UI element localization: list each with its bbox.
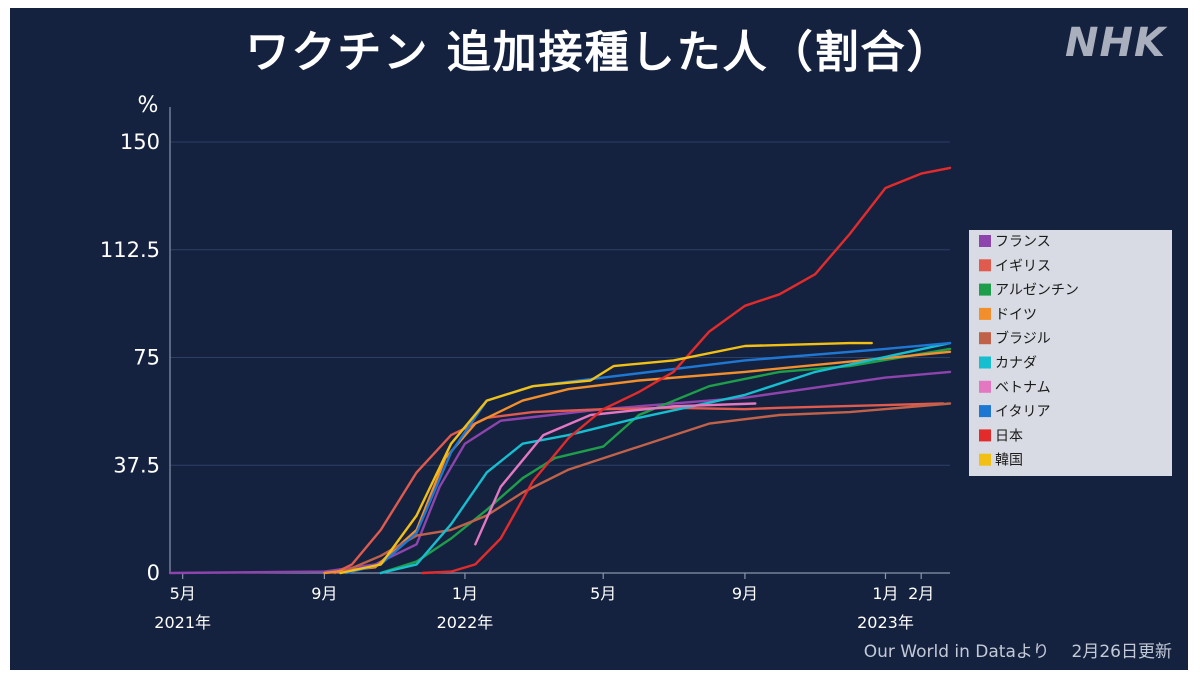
x-year-label: 2021年 — [154, 613, 211, 632]
series-line — [168, 370, 952, 575]
x-tick-label: 9月 — [732, 584, 758, 603]
legend-label: カナダ — [995, 356, 1037, 372]
legend-swatch — [979, 235, 991, 247]
update-label: 2月26日更新 — [1071, 642, 1172, 662]
legend-swatch — [979, 453, 991, 466]
source-note: Our World in Dataより 2月26日更新 — [864, 637, 1172, 662]
x-tick-label: 5月 — [170, 584, 196, 603]
legend-swatch — [979, 307, 991, 320]
source-label: Our World in Dataより — [863, 642, 1050, 662]
series-line — [333, 402, 945, 575]
legend-label: アルゼンチン — [995, 283, 1079, 299]
series-line — [379, 347, 952, 575]
y-tick-label: 112.5 — [100, 238, 160, 262]
legend-label: 韓国 — [995, 453, 1023, 469]
x-year-label: 2023年 — [857, 613, 914, 632]
series-line — [474, 402, 757, 546]
series-line — [379, 341, 952, 575]
chart-title: ワクチン 追加接種した人（割合） — [245, 27, 953, 78]
legend-swatch — [979, 356, 991, 369]
legend-label: フランス — [995, 234, 1051, 250]
x-tick-label: 2月 — [908, 584, 934, 603]
y-tick-label: 37.5 — [113, 453, 160, 477]
y-tick-label: 150 — [120, 130, 160, 154]
legend-label: イギリス — [995, 258, 1051, 274]
series-line — [339, 341, 873, 575]
legend-swatch — [979, 405, 991, 418]
x-year-label: 2022年 — [437, 613, 494, 632]
nhk-logo: NHK — [1065, 20, 1166, 66]
x-tick-label: 1月 — [452, 584, 478, 603]
legend-swatch — [979, 332, 991, 345]
legend-label: ドイツ — [995, 307, 1037, 323]
legend-label: ブラジル — [995, 330, 1051, 347]
x-tick-label: 9月 — [311, 584, 337, 603]
y-tick-label: 0 — [147, 561, 160, 585]
series-line — [345, 341, 952, 575]
y-unit-label: % — [138, 93, 159, 118]
legend-swatch — [979, 380, 991, 393]
legend-label: 日本 — [995, 428, 1023, 444]
legend-swatch — [979, 259, 991, 272]
legend-swatch — [979, 429, 991, 442]
x-tick-label: 1月 — [872, 584, 898, 603]
legend-label: イタリア — [995, 404, 1050, 420]
legend-swatch — [979, 283, 991, 296]
legend-label: ベトナム — [995, 380, 1051, 396]
x-tick-label: 5月 — [590, 584, 616, 603]
y-tick-label: 75 — [133, 346, 160, 370]
legend-box — [969, 230, 1172, 476]
series-line — [421, 166, 952, 575]
